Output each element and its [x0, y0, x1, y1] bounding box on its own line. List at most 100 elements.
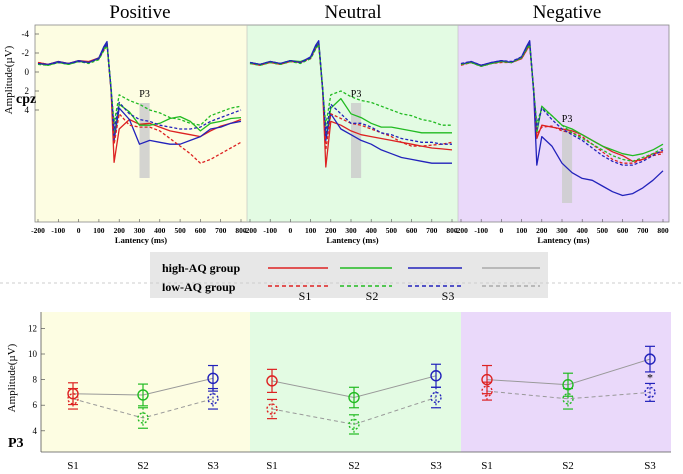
- erp-y-tick-label: 0: [25, 67, 30, 77]
- p3-x-label-positive: S3: [207, 460, 219, 472]
- erp-x-tick-label: 0: [289, 226, 293, 235]
- p3-point-negative-high-aq-s3: [644, 353, 656, 365]
- erp-positive-low-aq-s2: [37, 44, 242, 126]
- p3-x-label-neutral: S3: [430, 460, 442, 472]
- erp-xlabel-neutral: Lantency (ms): [326, 235, 378, 245]
- erp-x-tick-label: 400: [154, 226, 166, 235]
- p3-y-tick-label: 6: [33, 400, 38, 410]
- erp-positive-high-aq-s2: [37, 42, 242, 138]
- erp-x-tick-label: 700: [215, 226, 227, 235]
- p3-significance-star: *: [647, 370, 653, 384]
- p3-window-positive: [139, 103, 150, 178]
- erp-x-tick-label: 700: [426, 226, 438, 235]
- p3-x-label-positive: S2: [137, 460, 149, 472]
- erp-x-tick-label: 500: [386, 226, 398, 235]
- p3-line-neutral-low-aq: [271, 397, 437, 425]
- erp-x-tick-label: -200: [454, 226, 468, 235]
- p3-point-negative-low-aq-s3: [644, 386, 656, 399]
- erp-row-label: cpz: [16, 92, 36, 107]
- erp-x-tick-label: 600: [617, 226, 629, 235]
- p3-y-tick-label: 4: [33, 426, 38, 436]
- erp-ylabel: Amplitude(µV): [3, 45, 15, 114]
- erp-x-tick-label: 300: [556, 226, 568, 235]
- p3-row-label: P3: [8, 436, 24, 451]
- erp-x-tick-label: 800: [235, 226, 247, 235]
- erp-x-tick-label: -100: [263, 226, 277, 235]
- erp-y-tick-label: -2: [22, 48, 30, 58]
- p3-window-label-negative: P3: [562, 114, 573, 125]
- erp-positive-high-aq-s3: [37, 40, 242, 145]
- erp-x-tick-label: -100: [474, 226, 488, 235]
- erp-x-tick-label: 200: [536, 226, 548, 235]
- erp-x-tick-label: 100: [516, 226, 528, 235]
- legend-session-s2: S2: [366, 289, 379, 303]
- p3-point-neutral-high-aq-s1: [266, 375, 278, 387]
- erp-x-tick-label: 0: [500, 226, 504, 235]
- erp-x-tick-label: 100: [93, 226, 105, 235]
- erp-x-tick-label: 600: [195, 226, 207, 235]
- p3-x-label-neutral: S1: [266, 460, 278, 472]
- panel-title-negative: Negative: [533, 2, 602, 23]
- erp-negative-low-aq-s1: [460, 44, 664, 164]
- legend-session-s3: S3: [442, 289, 455, 303]
- erp-y-tick-label: -4: [22, 29, 30, 39]
- legend-low-label: low-AQ group: [162, 280, 236, 294]
- erp-x-tick-label: 300: [345, 226, 357, 235]
- erp-negative-low-aq-s3: [460, 41, 664, 166]
- erp-neutral-low-aq-s1: [249, 43, 453, 151]
- panel-title-neutral: Neutral: [325, 2, 382, 23]
- p3-window-label-positive: P3: [139, 89, 150, 100]
- p3-window-negative: [562, 128, 573, 203]
- erp-neutral-high-aq-s1: [249, 42, 453, 168]
- erp-neutral-high-aq-s3: [249, 40, 452, 164]
- erp-x-tick-label: 700: [637, 226, 649, 235]
- erp-x-tick-label: 400: [577, 226, 589, 235]
- erp-x-tick-label: 500: [597, 226, 609, 235]
- p3-point-positive-low-aq-s2: [137, 412, 149, 424]
- erp-xlabel-negative: Lantency (ms): [537, 235, 589, 245]
- p3-point-negative-low-aq-s1: [481, 385, 493, 397]
- erp-y-tick-label: 2: [25, 86, 30, 96]
- erp-frame: [34, 24, 670, 223]
- p3-point-neutral-high-aq-s2: [348, 391, 360, 404]
- p3-x-label-negative: S3: [644, 460, 656, 472]
- p3-y-tick-label: 12: [28, 323, 37, 333]
- p3-point-neutral-high-aq-s3: [430, 370, 442, 382]
- erp-x-tick-label: -100: [51, 226, 65, 235]
- erp-x-tick-label: 100: [305, 226, 317, 235]
- p3-point-positive-high-aq-s2: [137, 389, 149, 401]
- p3-x-label-neutral: S2: [348, 460, 360, 472]
- p3-panel-bg-neutral: [250, 312, 461, 452]
- p3-panel-bg-positive: [41, 312, 250, 452]
- p3-point-negative-low-aq-s2: [562, 393, 574, 405]
- erp-x-tick-label: 200: [325, 226, 337, 235]
- erp-negative-low-aq-s2: [460, 43, 664, 162]
- erp-neutral-low-aq-s3: [249, 41, 452, 145]
- p3-point-positive-high-aq-s3: [207, 372, 219, 385]
- erp-x-tick-label: 800: [657, 226, 669, 235]
- p3-point-neutral-low-aq-s1: [266, 403, 278, 415]
- p3-y-tick-label: 8: [33, 375, 38, 385]
- erp-x-tick-label: 400: [366, 226, 378, 235]
- p3-x-label-negative: S2: [562, 460, 574, 472]
- p3-point-negative-high-aq-s1: [481, 373, 493, 386]
- p3-point-positive-low-aq-s3: [207, 393, 219, 405]
- p3-x-label-negative: S1: [481, 460, 493, 472]
- erp-x-tick-label: 600: [406, 226, 418, 235]
- p3-x-label-positive: S1: [67, 460, 79, 472]
- erp-x-tick-label: 200: [114, 226, 126, 235]
- p3-panel-bg-negative: [461, 312, 671, 452]
- p3-ylabel: Amplitude(µV): [6, 343, 18, 412]
- p3-y-tick-label: 10: [28, 349, 38, 359]
- erp-x-tick-label: 500: [174, 226, 186, 235]
- erp-x-tick-label: 800: [446, 226, 458, 235]
- erp-y-tick-label: 4: [25, 105, 30, 115]
- erp-x-tick-label: -200: [31, 226, 45, 235]
- p3-line-positive-low-aq: [72, 398, 214, 419]
- legend-high-label: high-AQ group: [162, 261, 240, 275]
- legend-session-s1: S1: [299, 289, 312, 303]
- erp-x-tick-label: 300: [134, 226, 146, 235]
- erp-neutral-low-aq-s2: [249, 43, 452, 126]
- p3-line-negative-low-aq: [486, 390, 651, 400]
